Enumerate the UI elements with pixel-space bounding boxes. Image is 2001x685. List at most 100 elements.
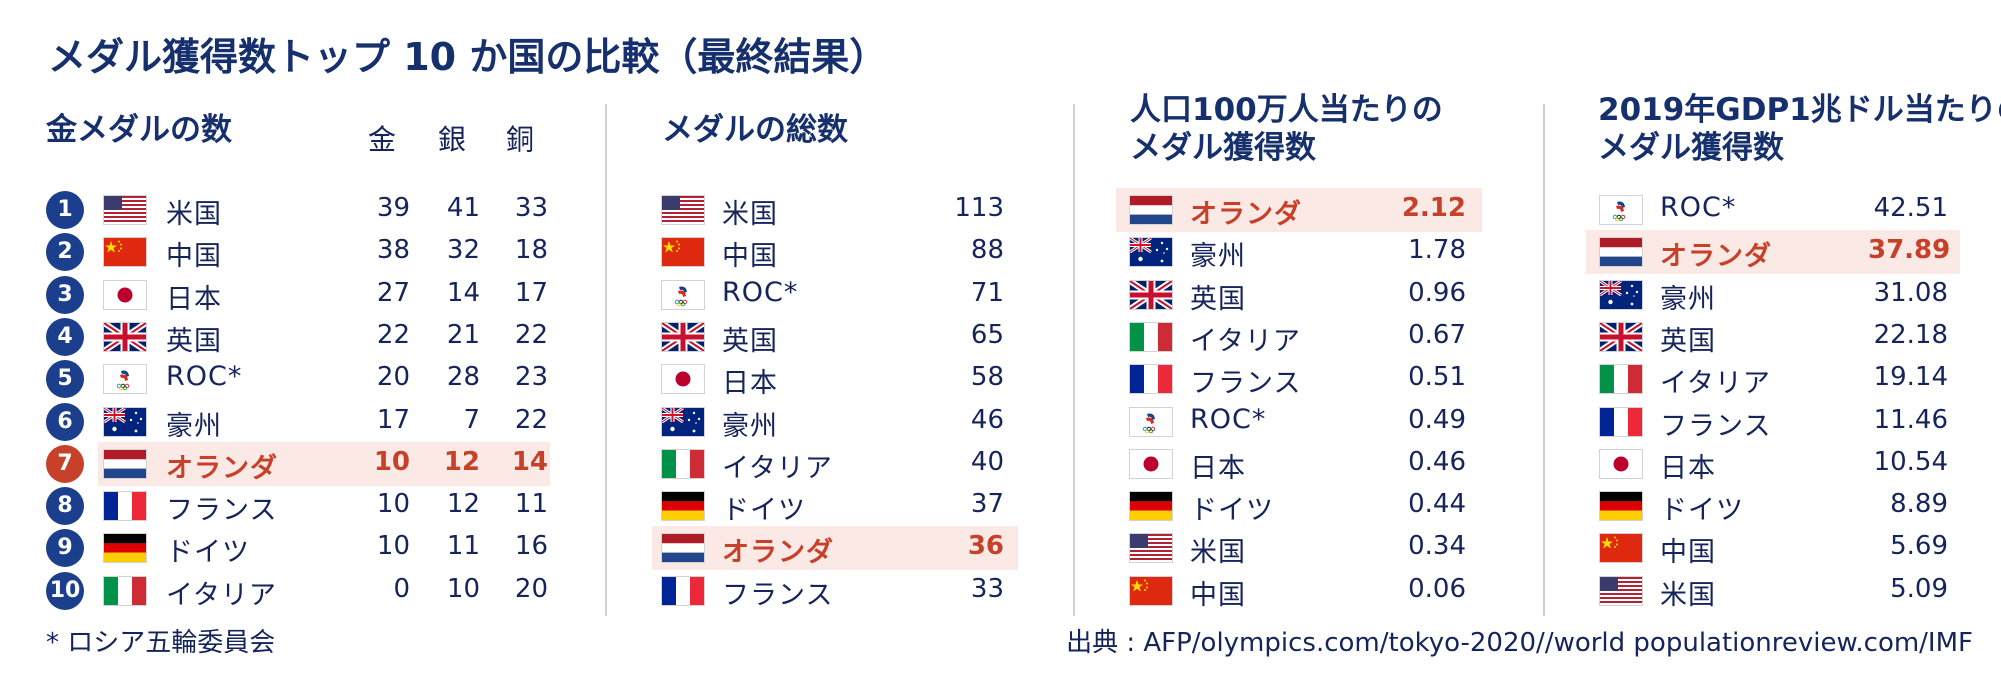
- country-name: イタリア: [166, 579, 277, 611]
- silver-count: 14: [446, 277, 480, 308]
- silver-count: 12: [446, 489, 480, 520]
- china-flag-icon: [662, 238, 704, 267]
- usa-flag-icon: [662, 196, 704, 224]
- per-population-table: 人口100万人当たりの メダル獲得数 オランダ 2.12 豪州 1.78 英国 0.96 イ…: [1116, 92, 1482, 611]
- value-label: 5.09: [1890, 573, 1948, 604]
- total-medals-table: メダルの総数 米国 113 中国 88 ROC* 71 英国 65 日本 58 豪州 46 イタリア 40…: [652, 112, 1018, 611]
- gold-count: 22: [376, 319, 410, 350]
- highlight-bar: [98, 441, 550, 486]
- value-label: 2.12: [1401, 193, 1466, 223]
- value-label: 33: [970, 573, 1004, 604]
- gold-count: 20: [376, 362, 410, 393]
- value-label: 0.51: [1408, 362, 1466, 393]
- value-label: 58: [970, 362, 1004, 393]
- country-name: ROC*: [722, 276, 799, 308]
- bronze-count: 23: [514, 362, 548, 393]
- silver-count: 11: [446, 531, 480, 562]
- country-name: フランス: [1660, 410, 1772, 442]
- country-name: 日本: [166, 283, 222, 315]
- country-name: 英国: [722, 325, 778, 357]
- netherlands-flag-icon: [1600, 238, 1642, 267]
- country-name: 豪州: [1660, 283, 1716, 315]
- netherlands-flag-icon: [1130, 196, 1172, 224]
- value-label: 88: [970, 235, 1004, 266]
- bronze-count: 16: [514, 531, 548, 562]
- silver-count: 32: [446, 235, 480, 266]
- highlight-bar: [1116, 188, 1482, 232]
- germany-flag-icon: [1600, 492, 1642, 521]
- country-name: ROC*: [1190, 403, 1267, 435]
- japan-flag-icon: [104, 280, 146, 309]
- page-title: メダル獲得数トップ 10 か国の比較（最終結果）: [48, 35, 888, 79]
- value-label: 10.54: [1873, 446, 1948, 477]
- country-name: 英国: [1190, 283, 1246, 315]
- country-name: ROC*: [166, 361, 243, 393]
- value-label: 0.34: [1408, 531, 1466, 562]
- silver-count: 10: [446, 573, 480, 604]
- usa-flag-icon: [1130, 534, 1172, 563]
- value-label: 36: [967, 531, 1004, 562]
- germany-flag-icon: [662, 492, 704, 521]
- france-flag-icon: [1600, 407, 1642, 436]
- rank-badge: 5: [46, 360, 84, 399]
- rank-badge: 10: [46, 571, 84, 610]
- gold-count: 39: [376, 193, 410, 223]
- panel-title-line1: 2019年GDP1兆ドル当たりの: [1598, 92, 2001, 128]
- uk-flag-icon: [662, 322, 704, 351]
- value-label: 0.49: [1408, 404, 1466, 435]
- value-label: 5.69: [1890, 531, 1948, 562]
- australia-flag-icon: [1130, 238, 1172, 267]
- gold-count: 10: [373, 446, 410, 477]
- value-label: 0.96: [1408, 277, 1466, 308]
- value-label: 8.89: [1890, 489, 1948, 520]
- country-name: 豪州: [1190, 241, 1246, 273]
- value-label: 113: [954, 193, 1004, 223]
- value-label: 37.89: [1868, 235, 1951, 266]
- country-name: オランダ: [166, 452, 278, 484]
- column-header-silver: 銀: [437, 123, 466, 156]
- country-name: ROC*: [1660, 192, 1737, 223]
- value-label: 0.06: [1408, 573, 1466, 604]
- japan-flag-icon: [1130, 449, 1172, 478]
- value-label: 71: [970, 277, 1004, 308]
- bronze-count: 33: [514, 193, 548, 223]
- roc-flag-icon: [1130, 407, 1172, 436]
- country-name: 中国: [722, 241, 778, 273]
- italy-flag-icon: [1600, 365, 1642, 394]
- rank-badge: 6: [46, 402, 84, 441]
- country-name: オランダ: [1190, 199, 1302, 230]
- germany-flag-icon: [104, 534, 146, 563]
- bronze-count: 17: [514, 277, 548, 308]
- country-name: 米国: [166, 199, 222, 230]
- country-name: フランス: [166, 495, 278, 527]
- country-name: 米国: [1660, 579, 1716, 611]
- panel-title-line1: 人口100万人当たりの: [1130, 92, 1443, 128]
- silver-count: 21: [446, 319, 480, 350]
- country-name: イタリア: [722, 452, 833, 484]
- value-label: 31.08: [1873, 277, 1948, 308]
- value-label: 11.46: [1873, 404, 1948, 435]
- source-credit: 出典 : AFP/olympics.com/tokyo-2020//world …: [1066, 628, 1973, 658]
- bronze-count: 20: [514, 573, 548, 604]
- usa-flag-icon: [1600, 576, 1642, 605]
- country-name: 英国: [166, 325, 222, 357]
- value-label: 19.14: [1873, 362, 1948, 393]
- value-label: 0.67: [1408, 319, 1466, 350]
- value-label: 40: [970, 446, 1004, 477]
- gold-count: 38: [376, 235, 410, 266]
- country-name: オランダ: [1660, 241, 1772, 273]
- country-name: イタリア: [1660, 368, 1771, 400]
- australia-flag-icon: [1600, 280, 1642, 309]
- italy-flag-icon: [662, 449, 704, 478]
- bronze-count: 11: [514, 489, 548, 520]
- china-flag-icon: [104, 238, 146, 267]
- value-label: 0.44: [1408, 489, 1466, 520]
- france-flag-icon: [1130, 365, 1172, 394]
- value-label: 46: [970, 404, 1004, 435]
- panel-title-line2: メダル獲得数: [1130, 130, 1316, 166]
- value-label: 22.18: [1873, 319, 1948, 350]
- france-flag-icon: [104, 492, 146, 521]
- country-name: ドイツ: [1660, 495, 1744, 527]
- value-label: 42.51: [1873, 193, 1948, 223]
- country-name: フランス: [1190, 368, 1302, 400]
